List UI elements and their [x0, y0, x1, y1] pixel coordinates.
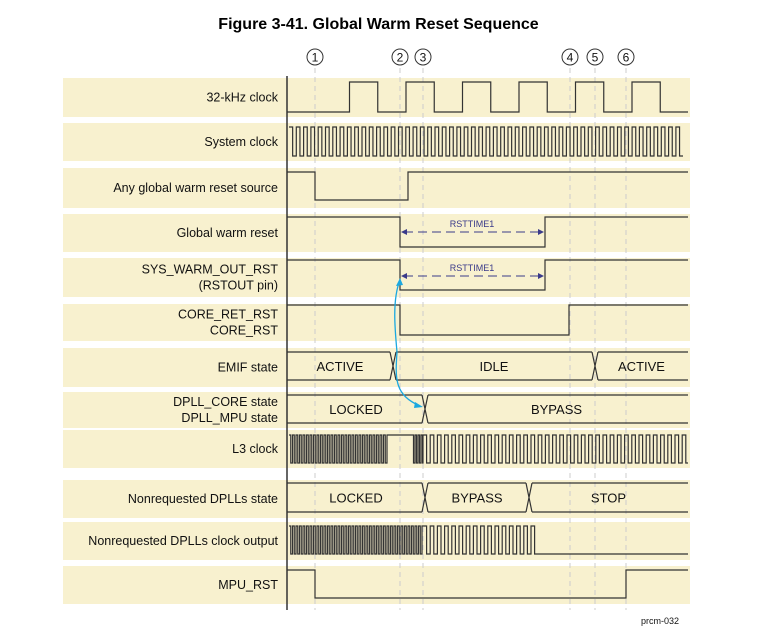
marker-label-2: 2 — [397, 51, 404, 65]
arrow-right-icon — [538, 229, 544, 235]
arrow-right-icon — [538, 273, 544, 279]
marker-label-4: 4 — [567, 51, 574, 65]
marker-circle-3 — [414, 48, 432, 66]
marker-label-5: 5 — [592, 51, 599, 65]
32khz-clock-waveform — [287, 81, 688, 113]
marker-label-3: 3 — [420, 51, 427, 65]
signal-label: Global warm reset — [177, 226, 279, 240]
arrowhead-icon — [396, 278, 403, 286]
emif-bus — [287, 351, 688, 381]
marker-circle-4 — [561, 48, 579, 66]
nonrequested-dpll-state-label: STOP — [591, 491, 626, 506]
signal-band-7 — [63, 392, 690, 428]
system-clock-waveform — [289, 126, 683, 157]
rsttime-label: RSTTIME1 — [450, 219, 495, 229]
signal-label: SYS_WARM_OUT_RST — [142, 263, 279, 277]
emif-state-label: ACTIVE — [618, 359, 665, 374]
dpll-core-mpu-state-label: BYPASS — [531, 402, 582, 417]
signal-band-5 — [63, 304, 690, 341]
signal-label: L3 clock — [232, 442, 279, 456]
nonrequested-dpll-bus — [287, 482, 688, 513]
emif-state-label: IDLE — [480, 359, 509, 374]
arrow-left-icon — [401, 229, 407, 235]
marker-circle-6 — [617, 48, 635, 66]
rsttime-label: RSTTIME1 — [450, 263, 495, 273]
causality-arrow — [395, 351, 421, 407]
marker-circle-2 — [391, 48, 409, 66]
marker-label-6: 6 — [623, 51, 630, 65]
signal-label: (RSTOUT pin) — [199, 279, 278, 293]
signal-label: DPLL_MPU state — [181, 411, 278, 425]
marker-circle-1 — [306, 48, 324, 66]
signal-label: EMIF state — [218, 361, 278, 375]
signal-band-3 — [63, 214, 690, 252]
signal-band-0 — [63, 78, 690, 117]
signal-band-4 — [63, 258, 690, 297]
arrowhead-icon — [414, 402, 423, 408]
signal-label: CORE_RET_RST — [178, 308, 278, 322]
signal-label: Any global warm reset source — [113, 181, 278, 195]
signal-label: CORE_RST — [210, 324, 278, 338]
core-rst-waveform — [287, 304, 688, 336]
causality-arrow — [394, 279, 401, 353]
signal-label: 32-kHz clock — [206, 91, 278, 105]
nonrequested-dpll-state-label: LOCKED — [329, 491, 382, 506]
nonrequested-dpll-clock-waveform — [289, 525, 688, 555]
signal-label: DPLL_CORE state — [173, 395, 278, 409]
dpll-core-mpu-bus — [287, 394, 688, 424]
signal-label: Nonrequested DPLLs clock output — [88, 534, 278, 548]
figure-id: prcm-032 — [641, 616, 679, 626]
emif-state-label: ACTIVE — [317, 359, 364, 374]
figure-title: Figure 3-41. Global Warm Reset Sequence — [218, 16, 539, 33]
signal-label: Nonrequested DPLLs state — [128, 492, 278, 506]
signal-band-6 — [63, 348, 690, 387]
signal-label: System clock — [204, 135, 278, 149]
sys-warm-out-rst-waveform — [287, 259, 688, 291]
global-warm-reset-waveform — [287, 216, 688, 248]
l3-clock-waveform — [289, 434, 688, 464]
signal-band-2 — [63, 168, 690, 208]
marker-circle-5 — [586, 48, 604, 66]
nonrequested-dpll-state-label: BYPASS — [451, 491, 502, 506]
arrow-left-icon — [401, 273, 407, 279]
dpll-core-mpu-state-label: LOCKED — [329, 402, 382, 417]
signal-label: MPU_RST — [218, 578, 278, 592]
mpu-rst-waveform — [287, 569, 688, 599]
marker-label-1: 1 — [312, 51, 319, 65]
any-reset-source-waveform — [287, 171, 688, 201]
